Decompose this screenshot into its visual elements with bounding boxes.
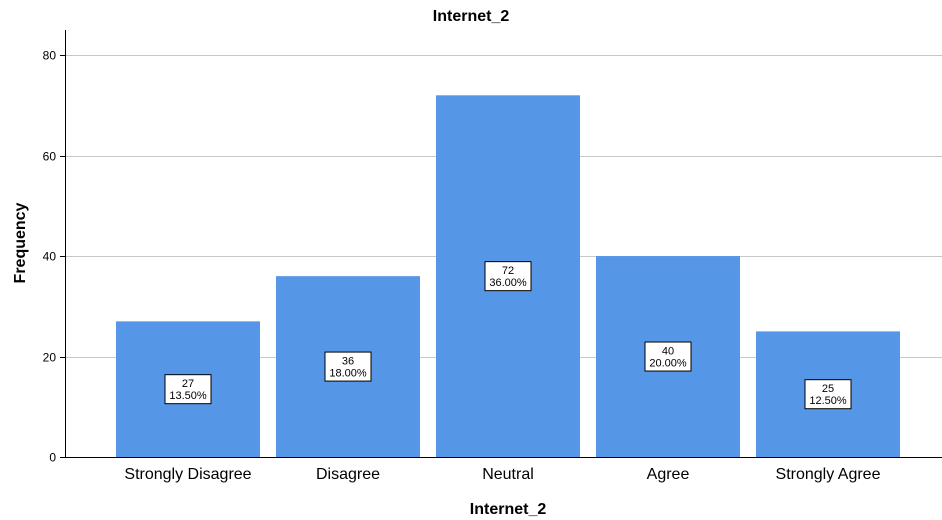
y-axis-label: Frequency	[12, 202, 29, 283]
y-tick-label: 40	[43, 250, 57, 264]
data-label-count: 72	[502, 265, 514, 277]
data-label-box	[324, 351, 372, 382]
data-label-percent: 36.00%	[489, 277, 527, 289]
y-tick-label: 80	[43, 49, 57, 63]
data-label-percent: 18.00%	[329, 368, 367, 380]
data-label-box	[804, 379, 852, 410]
data-label-box	[644, 341, 692, 372]
y-tick-label: 20	[43, 351, 57, 365]
chart-title: Internet_2	[433, 8, 510, 25]
x-tick-label: Agree	[647, 466, 690, 483]
y-tick-label: 0	[49, 451, 56, 465]
axes: 0 20 40 60 80 Strongly Disagree Disagree Neutra…	[43, 30, 942, 483]
data-label-percent: 20.00%	[649, 358, 687, 370]
data-label-count: 27	[182, 378, 194, 390]
x-tick-label: Disagree	[316, 466, 380, 483]
data-label-count: 25	[822, 383, 834, 395]
data-label-percent: 12.50%	[809, 395, 847, 407]
x-tick-label: Neutral	[482, 466, 534, 483]
data-label-percent: 13.50%	[169, 390, 207, 402]
data-label-box	[484, 261, 532, 292]
data-label-count: 36	[342, 356, 354, 368]
data-label-box	[164, 374, 212, 405]
y-tick-label: 60	[43, 150, 57, 164]
x-tick-label: Strongly Disagree	[124, 466, 251, 483]
x-axis-label: Internet_2	[470, 501, 547, 518]
data-label-count: 40	[662, 346, 674, 358]
x-tick-label: Strongly Agree	[776, 466, 881, 483]
